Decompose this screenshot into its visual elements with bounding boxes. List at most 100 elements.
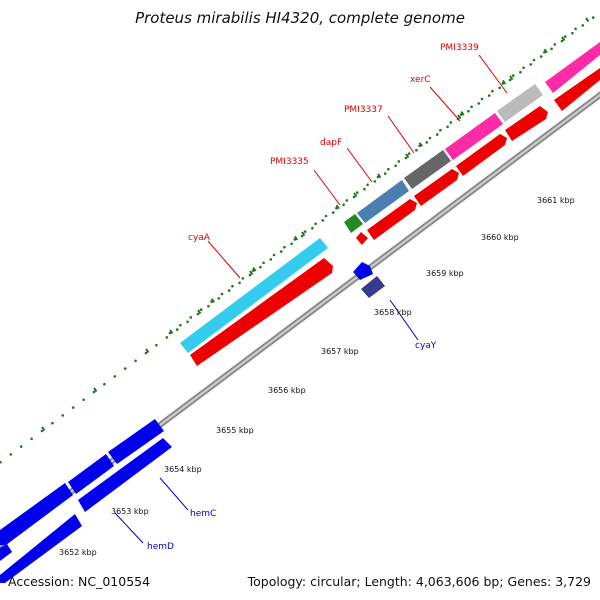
- inner-tick-dot: [394, 164, 397, 168]
- cds-arrow-PMI3335[interactable]: [356, 232, 368, 245]
- tick-label-3658: 3658 kbp: [374, 308, 412, 317]
- gene-bar-PMI3337[interactable]: [404, 150, 451, 189]
- gene-label-hemC[interactable]: hemC: [190, 509, 216, 519]
- outer-tick-dot: [231, 284, 234, 288]
- outer-major-tick: [169, 329, 174, 335]
- inner-tick-dot: [61, 414, 65, 417]
- inner-tick-dot: [290, 242, 293, 246]
- inner-tick-dot: [300, 234, 304, 238]
- outer-tick-dot: [511, 74, 515, 77]
- inner-tick-dot: [279, 250, 283, 253]
- outer-major-tick: [335, 204, 340, 210]
- gene-bar-cyaY[interactable]: [361, 276, 385, 298]
- gene-bar-cyaA[interactable]: [180, 238, 328, 353]
- gene-bar-dapF[interactable]: [357, 180, 409, 223]
- cds-arrow-cyaY[interactable]: [353, 262, 373, 280]
- inner-tick-dot: [92, 390, 96, 394]
- inner-tick-dot: [82, 398, 85, 402]
- outer-tick-dot: [563, 35, 567, 38]
- gene-label-PMI3339[interactable]: PMI3339: [440, 43, 479, 53]
- gene-bar-hemC-b[interactable]: [68, 454, 114, 494]
- outer-tick-dot: [491, 89, 494, 93]
- cds-arrow-hemD[interactable]: [0, 514, 82, 583]
- gene-label-PMI3337[interactable]: PMI3337: [344, 105, 383, 115]
- inner-major-tick: [353, 192, 358, 198]
- inner-tick-dot: [134, 359, 137, 363]
- tick-labels: 3652 kbp 3653 kbp 3654 kbp 3655 kbp 3656…: [59, 196, 575, 557]
- inner-tick-dot: [539, 55, 543, 58]
- inner-major-tick: [457, 114, 462, 120]
- outer-major-tick: [210, 298, 215, 303]
- inner-tick-dot: [207, 304, 210, 308]
- cds-arrow-hemC[interactable]: [78, 438, 172, 512]
- outer-tick-dot: [397, 160, 401, 163]
- gene-bar-hemC[interactable]: [108, 419, 164, 464]
- outer-major-tick: [585, 17, 590, 23]
- outer-tick-dot: [262, 261, 265, 265]
- inner-tick-dot: [508, 78, 512, 82]
- gene-bar-PMI3335[interactable]: [344, 214, 363, 233]
- outer-major-tick: [543, 48, 548, 54]
- gene-bar-next[interactable]: [545, 42, 600, 93]
- gene-bar-hemD[interactable]: [0, 483, 73, 545]
- outer-tick-dot: [407, 152, 411, 155]
- gene-label-dapF[interactable]: dapF: [320, 138, 342, 148]
- cds-arrow-xerC[interactable]: [456, 134, 507, 176]
- inner-major-tick: [509, 75, 514, 81]
- inner-major-tick: [145, 348, 150, 354]
- inner-tick-dot: [217, 297, 221, 300]
- inner-major-tick: [249, 270, 254, 276]
- inner-tick-dot: [342, 203, 345, 207]
- cds-arrow-cyaA[interactable]: [190, 258, 333, 366]
- inner-tick-dot: [363, 187, 366, 191]
- cds-arrow-PMI3337[interactable]: [414, 169, 459, 206]
- tick-label-3654: 3654 kbp: [164, 465, 202, 474]
- inner-tick-dot: [331, 211, 335, 214]
- inner-tick-dot: [321, 219, 325, 222]
- inner-tick-dot: [352, 195, 356, 199]
- gene-label-xerC[interactable]: xerC: [410, 75, 431, 85]
- inner-tick-dot: [113, 375, 117, 378]
- outer-tick-dot: [387, 167, 390, 171]
- gene-label-cyaA[interactable]: cyaA: [188, 233, 211, 243]
- inner-tick-dot: [550, 47, 553, 51]
- outer-tick-dot: [428, 136, 432, 140]
- inner-tick-dot: [487, 94, 491, 97]
- inner-tick-dot: [435, 133, 439, 136]
- outer-major-tick: [501, 79, 507, 85]
- outer-tick-dot: [439, 128, 442, 132]
- outer-major-tick: [377, 173, 382, 179]
- cds-arrow-PMI3339[interactable]: [505, 106, 548, 141]
- map-title: Proteus mirabilis HI4320, complete genom…: [135, 9, 465, 27]
- inner-tick-dot: [238, 281, 241, 285]
- outer-major-tick: [460, 111, 465, 116]
- gene-label-cyaY[interactable]: cyaY: [415, 341, 437, 351]
- inner-tick-dot: [227, 289, 231, 292]
- gene-bar-xerC[interactable]: [445, 113, 503, 160]
- tick-label-3655: 3655 kbp: [216, 426, 254, 435]
- gene-bar-PMI3339[interactable]: [497, 84, 543, 122]
- inner-tick-dot: [269, 258, 273, 261]
- inner-tick-dot: [0, 460, 2, 464]
- inner-tick-dot: [571, 31, 574, 35]
- outer-tick-dot: [574, 27, 577, 31]
- inner-tick-dot: [373, 180, 377, 183]
- inner-tick-dot: [477, 102, 481, 105]
- cds-arrow-hemD-b[interactable]: [0, 544, 12, 561]
- accession-text: Accession: NC_010554: [8, 574, 150, 589]
- outer-tick-dot: [199, 308, 203, 311]
- tick-label-3653: 3653 kbp: [111, 507, 149, 516]
- cds-arrow-next[interactable]: [554, 68, 600, 111]
- inner-tick-dot: [71, 406, 75, 409]
- forward-cds-track: [190, 68, 600, 366]
- outer-tick-dot: [283, 245, 286, 249]
- reverse-gene-track: [0, 262, 385, 583]
- gene-label-PMI3335[interactable]: PMI3335: [270, 157, 309, 167]
- inner-tick-dot: [155, 343, 158, 347]
- outer-major-tick: [252, 267, 257, 272]
- gene-label-hemD[interactable]: hemD: [147, 542, 174, 552]
- inner-tick-dot: [9, 453, 13, 456]
- outer-tick-dot: [553, 43, 557, 46]
- cds-arrow-dapF[interactable]: [367, 199, 417, 240]
